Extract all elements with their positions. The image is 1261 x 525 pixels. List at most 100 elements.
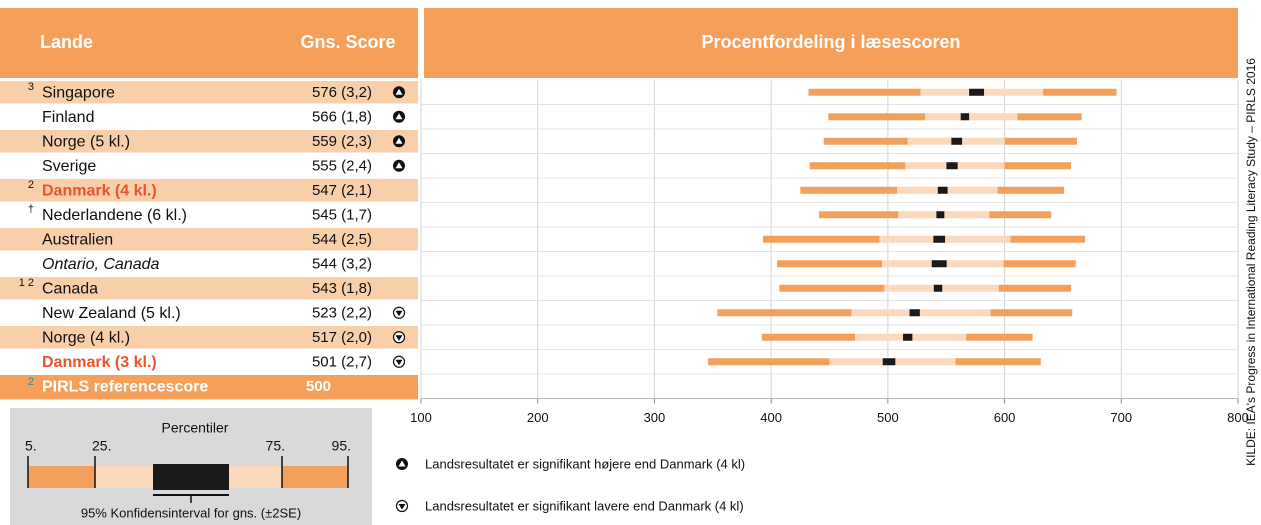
outer-bar — [955, 358, 1041, 366]
x-tick-label: 100 — [410, 410, 432, 425]
legend-label: Landsresultatet er signifikant lavere en… — [425, 498, 744, 513]
legend-icon — [398, 460, 406, 467]
key-label: 25. — [92, 438, 111, 454]
outer-bar — [997, 186, 1065, 194]
significance-icon — [395, 113, 403, 120]
score-label: 545 (1,7) — [312, 207, 372, 224]
reference-value: 500 — [306, 378, 331, 395]
x-tick-label: 500 — [877, 410, 899, 425]
country-label: Canada — [42, 280, 98, 297]
outer-bar — [998, 284, 1072, 292]
row-background — [0, 277, 418, 300]
outer-bar — [1017, 113, 1082, 121]
confidence-box — [933, 284, 943, 292]
outer-bar — [800, 186, 898, 194]
outer-bar — [828, 113, 926, 121]
key-outer — [28, 466, 95, 488]
key-ci — [153, 464, 229, 490]
outer-bar — [809, 162, 906, 170]
score-label: 523 (2,2) — [312, 305, 372, 322]
outer-bar — [808, 88, 921, 96]
outer-bar — [823, 137, 908, 145]
outer-bar — [779, 284, 885, 292]
outer-bar — [708, 358, 830, 366]
significance-icon — [395, 335, 403, 341]
country-label: Australien — [42, 231, 113, 248]
column-header: Lande — [40, 32, 93, 52]
outer-bar — [1043, 88, 1117, 96]
significance-icon — [395, 137, 403, 144]
confidence-box — [960, 113, 970, 121]
score-label: 517 (2,0) — [312, 329, 372, 346]
outer-bar — [762, 235, 880, 243]
outer-bar — [776, 260, 883, 268]
header-left — [0, 8, 418, 78]
score-label: 501 (2,7) — [312, 354, 372, 371]
inner-bar — [851, 309, 991, 317]
note: 3 — [28, 81, 34, 93]
country-label: Finland — [42, 109, 94, 126]
outer-bar — [966, 333, 1033, 341]
row-background — [0, 130, 418, 153]
chart-title: Procentfordeling i læsescoren — [701, 32, 960, 52]
confidence-box — [936, 211, 945, 219]
outer-bar — [990, 309, 1073, 317]
significance-icon — [395, 359, 403, 366]
score-label: 555 (2,4) — [312, 158, 372, 175]
confidence-box — [903, 333, 913, 341]
outer-bar — [1010, 235, 1086, 243]
confidence-box — [969, 88, 985, 96]
key-label: 95. — [332, 438, 351, 454]
reference-label: PIRLS referencescore — [42, 378, 208, 395]
row-background — [0, 179, 418, 202]
country-label: Danmark (4 kl.) — [42, 182, 157, 199]
significance-icon — [395, 88, 403, 95]
x-tick-label: 400 — [760, 410, 782, 425]
row-background — [0, 228, 418, 251]
legend-label: Landsresultatet er signifikant højere en… — [425, 456, 745, 471]
row-background — [0, 81, 418, 104]
significance-icon — [395, 310, 403, 317]
note: 2 — [28, 376, 34, 388]
score-label: 543 (1,8) — [312, 280, 372, 297]
x-tick-label: 300 — [644, 410, 666, 425]
key-label: 5. — [25, 438, 37, 454]
outer-bar — [1004, 137, 1077, 145]
header-right — [424, 8, 1238, 78]
key-outer — [282, 466, 348, 488]
country-label: Nederlandene (6 kl.) — [42, 207, 187, 224]
country-label: Norge (5 kl.) — [42, 133, 130, 150]
significance-icon — [395, 162, 403, 169]
key-title: Percentiler — [162, 420, 229, 436]
x-tick-label: 600 — [994, 410, 1016, 425]
outer-bar — [1004, 162, 1072, 170]
score-label: 566 (1,8) — [312, 109, 372, 126]
outer-bar — [761, 333, 856, 341]
reference-row — [0, 375, 418, 400]
outer-bar — [989, 211, 1052, 219]
outer-bar — [818, 211, 899, 219]
confidence-box — [937, 186, 948, 194]
confidence-box — [931, 260, 947, 268]
note: † — [28, 204, 34, 216]
source: KILDE: IEA's Progress in International R… — [1244, 58, 1258, 466]
x-tick-label: 200 — [527, 410, 549, 425]
confidence-box — [946, 162, 958, 170]
score-label: 547 (2,1) — [312, 182, 372, 199]
x-tick-label: 800 — [1227, 410, 1249, 425]
country-label: Singapore — [42, 84, 115, 101]
x-tick-label: 700 — [1110, 410, 1132, 425]
country-label: New Zealand (5 kl.) — [42, 305, 181, 322]
key-caption: 95% Konfidensinterval for gns. (±2SE) — [81, 505, 301, 520]
key-label: 75. — [266, 438, 285, 454]
confidence-box — [909, 309, 920, 317]
country-label: Sverige — [42, 158, 96, 175]
score-label: 544 (2,5) — [312, 231, 372, 248]
note: 1 2 — [19, 277, 34, 289]
country-label: Norge (4 kl.) — [42, 329, 130, 346]
legend-icon — [398, 504, 406, 510]
inner-bar — [925, 113, 1018, 121]
score-label: 544 (3,2) — [312, 256, 372, 273]
column-header: Gns. Score — [300, 32, 395, 52]
